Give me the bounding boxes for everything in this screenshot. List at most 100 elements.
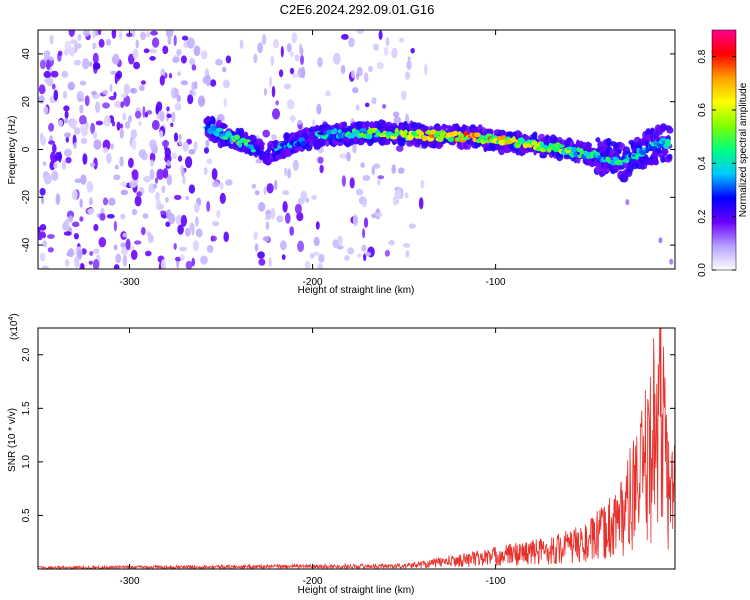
- noise-blob: [325, 90, 331, 97]
- noise-blob: [178, 139, 182, 146]
- noise-blob: [282, 190, 290, 196]
- noise-blob: [185, 195, 190, 200]
- noise-blob: [182, 141, 189, 152]
- signal-peak: [500, 135, 507, 140]
- noise-blob: [254, 243, 259, 252]
- y-tick-label: 2.0: [21, 347, 32, 361]
- noise-blob: [93, 224, 99, 232]
- noise-blob: [120, 242, 127, 248]
- colorbar: [712, 30, 736, 270]
- noise-blob: [222, 79, 230, 89]
- noise-blob: [73, 142, 77, 150]
- signal-halo: [649, 127, 656, 136]
- noise-blob: [262, 236, 270, 242]
- noise-blob: [130, 87, 138, 94]
- noise-blob: [160, 68, 166, 78]
- noise-blob: [349, 177, 355, 189]
- noise-blob: [274, 179, 278, 191]
- noise-blob: [79, 104, 84, 114]
- noise-blob: [110, 143, 114, 150]
- noise-blob: [63, 105, 70, 112]
- signal-peak: [238, 142, 243, 148]
- noise-blob: [392, 111, 400, 118]
- noise-blob: [92, 52, 99, 64]
- noise-blob: [305, 197, 310, 203]
- noise-blob: [47, 247, 54, 253]
- signal-peak: [667, 142, 671, 147]
- signal-peak: [512, 139, 519, 143]
- noise-blob: [64, 132, 71, 138]
- noise-blob: [73, 233, 79, 240]
- noise-blob: [261, 34, 267, 46]
- noise-blob: [94, 30, 99, 37]
- x-tick-label: -200: [303, 576, 323, 587]
- noise-blob: [284, 83, 291, 90]
- noise-blob: [49, 34, 54, 45]
- signal-peak: [492, 135, 498, 139]
- noise-blob: [113, 244, 118, 251]
- signal-halo: [666, 126, 674, 134]
- snr-series-line: [38, 328, 675, 569]
- noise-blob: [294, 203, 302, 215]
- signal-peak: [300, 140, 306, 147]
- signal-peak: [571, 146, 577, 153]
- signal-peak: [473, 132, 481, 138]
- noise-blob: [173, 242, 177, 250]
- noise-blob: [181, 35, 189, 41]
- noise-blob: [185, 156, 193, 169]
- noise-blob: [161, 185, 166, 194]
- noise-blob: [77, 249, 83, 260]
- signal-peak: [359, 128, 367, 133]
- noise-blob: [102, 89, 109, 95]
- signal-halo: [656, 149, 663, 154]
- noise-blob: [200, 255, 208, 265]
- noise-blob: [420, 179, 425, 189]
- signal-peak: [227, 132, 233, 137]
- x-tick-label: -200: [303, 277, 323, 288]
- noise-blob: [352, 214, 359, 227]
- noise-blob: [116, 70, 123, 80]
- noise-blob: [43, 70, 52, 79]
- noise-blob: [192, 240, 199, 252]
- noise-blob: [391, 47, 398, 59]
- noise-blob: [270, 55, 275, 66]
- signal-peak: [463, 131, 468, 137]
- noise-blob: [158, 203, 165, 210]
- signal-halo: [661, 147, 669, 155]
- noise-blob: [185, 260, 193, 269]
- noise-blob: [95, 101, 101, 113]
- noise-blob: [71, 189, 78, 201]
- noise-blob: [289, 226, 295, 236]
- noise-blob: [179, 246, 188, 252]
- noise-blob: [174, 88, 179, 98]
- noise-blob: [265, 210, 272, 215]
- noise-blob: [82, 153, 88, 165]
- noise-blob: [262, 129, 271, 138]
- noise-blob: [339, 153, 348, 159]
- noise-blob: [206, 158, 213, 165]
- noise-blob: [65, 136, 70, 143]
- noise-blob: [95, 120, 104, 126]
- noise-blob: [396, 188, 402, 200]
- noise-blob: [285, 212, 291, 224]
- noise-blob: [70, 118, 77, 129]
- noise-blob: [371, 165, 376, 176]
- noise-blob: [113, 91, 117, 98]
- noise-blob: [147, 234, 154, 243]
- signal-peak: [426, 129, 432, 135]
- noise-blob: [98, 38, 105, 48]
- noise-blob: [193, 202, 200, 213]
- noise-blob: [405, 250, 410, 258]
- noise-blob: [356, 30, 364, 34]
- signal-peak: [327, 134, 334, 141]
- noise-blob: [53, 89, 59, 101]
- noise-blob: [102, 147, 109, 154]
- noise-blob: [188, 148, 196, 155]
- noise-blob: [278, 69, 284, 78]
- noise-blob: [149, 56, 156, 61]
- noise-blob: [91, 90, 97, 96]
- noise-blob: [356, 72, 360, 80]
- noise-blob: [67, 81, 75, 91]
- noise-blob: [98, 237, 107, 248]
- noise-blob: [39, 59, 46, 70]
